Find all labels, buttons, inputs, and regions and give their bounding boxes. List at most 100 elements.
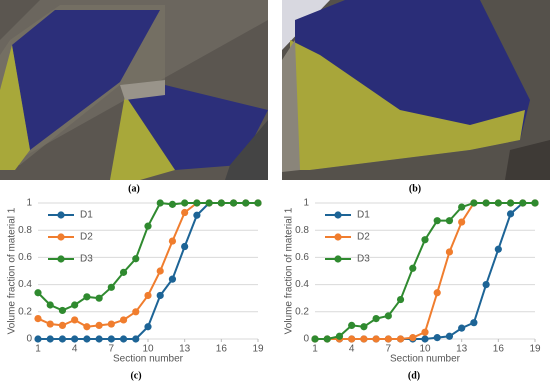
point: [46, 335, 54, 343]
point: [107, 335, 115, 343]
point: [242, 199, 250, 207]
point: [34, 315, 42, 323]
point: [58, 306, 67, 315]
legend-label: D3: [80, 254, 93, 265]
series-line: [315, 202, 535, 340]
x-tick-label: 1: [35, 344, 41, 355]
point: [494, 199, 502, 207]
point: [205, 199, 213, 207]
point: [421, 236, 429, 244]
y-axis-label: Volume fraction of material 1: [7, 207, 18, 334]
x-tick-label: 10: [142, 344, 154, 355]
x-tick-label: 1: [312, 344, 318, 355]
point: [95, 321, 103, 329]
y-tick-label: 0.4: [295, 279, 309, 290]
x-tick-label: 16: [493, 344, 505, 355]
point: [144, 291, 152, 300]
point: [132, 308, 140, 316]
point: [482, 281, 490, 289]
point: [168, 237, 177, 245]
point: [458, 203, 466, 211]
legend-marker: [57, 233, 65, 241]
point: [46, 320, 54, 328]
point: [95, 294, 103, 302]
point: [83, 323, 91, 331]
x-axis-label: Section number: [390, 354, 461, 365]
point: [372, 315, 380, 323]
y-tick-label: 1: [26, 198, 32, 209]
point: [181, 208, 189, 217]
x-tick-label: 4: [349, 344, 355, 355]
point: [107, 283, 115, 291]
point: [372, 335, 380, 343]
point: [71, 301, 79, 309]
point: [144, 222, 152, 230]
series-line: [37, 202, 258, 328]
point: [254, 199, 262, 207]
point: [58, 335, 67, 343]
y-tick-label: 0.2: [18, 306, 32, 317]
y-tick-label: 0: [26, 334, 32, 345]
point: [360, 335, 368, 343]
point: [396, 295, 405, 304]
legend-marker: [57, 255, 65, 263]
point: [132, 255, 140, 263]
y-tick-label: 1: [303, 198, 309, 209]
x-tick-label: 7: [109, 344, 115, 355]
point: [193, 211, 201, 219]
render-b: [282, 0, 550, 180]
panel-caption: (b): [409, 183, 421, 194]
point: [119, 335, 128, 343]
legend-marker: [334, 233, 342, 241]
x-tick-label: 19: [529, 344, 541, 355]
point: [458, 324, 466, 332]
point: [409, 264, 417, 272]
point: [445, 248, 454, 256]
point: [132, 335, 140, 343]
x-tick-label: 10: [419, 344, 431, 355]
series-line: [315, 202, 535, 340]
panel-caption: (a): [128, 183, 140, 194]
point: [445, 217, 454, 225]
point: [433, 289, 441, 297]
point: [323, 335, 331, 343]
point: [445, 332, 454, 340]
y-tick-label: 0.4: [18, 279, 32, 290]
legend-label: D1: [357, 210, 370, 221]
point: [360, 323, 368, 331]
x-tick-label: 13: [179, 344, 191, 355]
point: [519, 199, 527, 207]
y-tick-label: 0.6: [295, 252, 309, 263]
point: [335, 332, 344, 340]
point: [119, 268, 128, 276]
panel-caption: (d): [408, 370, 420, 381]
point: [421, 335, 429, 343]
point: [348, 321, 356, 329]
series-line: [315, 202, 535, 340]
render-a: [0, 0, 268, 180]
x-tick-label: 19: [252, 344, 264, 355]
legend-marker: [334, 255, 342, 263]
y-tick-label: 0.6: [18, 252, 32, 263]
x-tick-label: 7: [386, 344, 392, 355]
point: [396, 335, 405, 343]
legend-label: D3: [357, 254, 370, 265]
point: [71, 335, 79, 343]
point: [384, 335, 392, 343]
legend-label: D2: [80, 232, 93, 243]
point: [506, 199, 515, 207]
point: [168, 275, 177, 283]
point: [83, 293, 91, 301]
point: [482, 199, 490, 207]
x-tick-label: 4: [72, 344, 78, 355]
point: [229, 199, 238, 207]
point: [156, 291, 164, 300]
legend-marker: [334, 211, 342, 219]
point: [83, 335, 91, 343]
point: [433, 217, 441, 225]
point: [168, 200, 177, 208]
point: [144, 323, 152, 331]
y-tick-label: 0.8: [18, 225, 32, 236]
legend-label: D1: [80, 210, 93, 221]
